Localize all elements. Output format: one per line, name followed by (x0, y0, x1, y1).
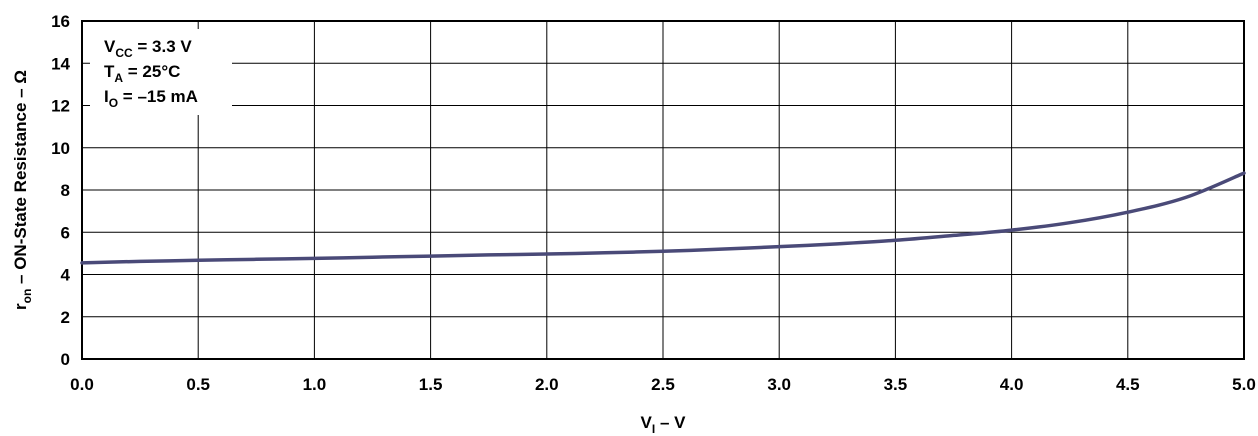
legend-line-0-symbol: V (104, 37, 116, 56)
legend-line-1-subscript: A (114, 71, 123, 85)
legend-line-2-symbol: I (104, 87, 109, 106)
legend-line-2-value: = –15 mA (118, 87, 198, 106)
legend-line-1-symbol: T (104, 62, 115, 81)
y-tick-labels: 0 2 4 6 8 10 12 14 16 (51, 12, 70, 369)
y-axis-label-main: r (11, 303, 30, 310)
y-tick-label-6: 12 (51, 97, 70, 116)
y-axis-label-sub: on (20, 289, 34, 304)
x-tick-label-5: 2.5 (651, 375, 675, 394)
y-tick-label-7: 14 (51, 54, 70, 73)
x-tick-labels: 0.0 0.5 1.0 1.5 2.0 2.5 3.0 3.5 4.0 4.5 5.0 (70, 375, 1256, 394)
legend-line-1: TA = 25°C (104, 62, 180, 85)
x-axis-label: VI – V (641, 413, 687, 436)
x-axis-label-suffix: – V (655, 413, 686, 432)
y-axis-label: ron – ON-State Resistance – Ω (11, 70, 34, 310)
x-axis-label-main: V (641, 413, 653, 432)
legend-line-1-value: = 25°C (123, 62, 180, 81)
legend-line-2-subscript: O (109, 96, 118, 110)
y-tick-label-1: 2 (61, 308, 70, 327)
x-tick-label-3: 1.5 (419, 375, 443, 394)
y-tick-label-3: 6 (61, 223, 70, 242)
x-tick-label-1: 0.5 (186, 375, 210, 394)
legend-line-0-value: = 3.3 V (133, 37, 193, 56)
legend-line-0-subscript: CC (115, 46, 133, 60)
legend-line-0: VCC = 3.3 V (104, 37, 192, 60)
x-axis-label-sub: I (652, 422, 655, 436)
grid (81, 20, 1245, 360)
x-tick-label-10: 5.0 (1232, 375, 1256, 394)
y-tick-label-8: 16 (51, 12, 70, 31)
y-tick-label-0: 0 (61, 350, 70, 369)
legend-line-2: IO = –15 mA (104, 87, 198, 110)
x-tick-label-2: 1.0 (303, 375, 327, 394)
x-tick-label-6: 3.0 (767, 375, 791, 394)
y-tick-label-4: 8 (61, 181, 70, 200)
series-line (80, 171, 1246, 265)
plot-frame (81, 20, 1245, 360)
legend-background (90, 29, 232, 115)
y-tick-label-5: 10 (51, 139, 70, 158)
conditions-legend: VCC = 3.3 VTA = 25°CIO = –15 mA (90, 29, 232, 115)
y-tick-label-2: 4 (61, 266, 71, 285)
x-tick-label-0: 0.0 (70, 375, 94, 394)
x-tick-label-4: 2.0 (535, 375, 559, 394)
x-tick-label-8: 4.0 (1000, 375, 1024, 394)
y-axis-label-suffix: – ON-State Resistance – Ω (11, 70, 30, 289)
x-tick-label-9: 4.5 (1116, 375, 1140, 394)
x-tick-label-7: 3.5 (884, 375, 908, 394)
